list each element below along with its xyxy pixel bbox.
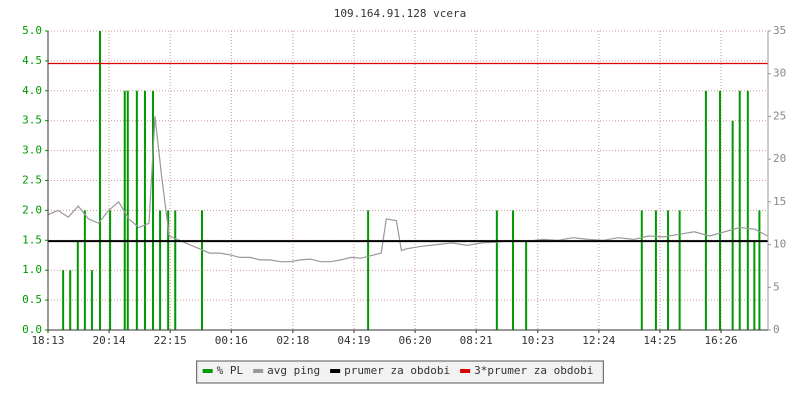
x-tick-label: 20:14: [93, 334, 126, 347]
y2-tick-label: 25: [773, 109, 786, 122]
x-tick-label: 10:23: [521, 334, 554, 347]
x-tick-label: 12:24: [582, 334, 615, 347]
y2-tick-label: 30: [773, 67, 786, 80]
pl-spike: [512, 210, 515, 330]
y-tick-label: 3.0: [22, 144, 42, 157]
pl-spike: [367, 210, 370, 330]
y-tick-label: 5.0: [22, 24, 42, 37]
y-tick-label: 0.0: [22, 323, 42, 336]
pl-spike: [167, 210, 170, 330]
pl-spike: [746, 90, 749, 330]
legend-swatch: [202, 369, 213, 373]
pl-spike: [731, 120, 734, 330]
legend-swatch: [330, 369, 341, 373]
y2-tick-label: 10: [773, 238, 786, 251]
pl-spike: [69, 270, 72, 330]
y-tick-label: 2.5: [22, 174, 42, 187]
pl-spike: [62, 270, 65, 330]
y2-tick-label: 35: [773, 24, 786, 37]
x-tick-label: 02:18: [276, 334, 309, 347]
x-tick-label: 06:20: [399, 334, 432, 347]
pl-spike: [495, 210, 498, 330]
legend-label: % PL: [217, 364, 244, 377]
y-tick-label: 2.0: [22, 203, 42, 216]
legend-swatch: [253, 369, 264, 373]
pl-spike: [704, 90, 707, 330]
x-tick-label: 18:13: [31, 334, 64, 347]
pl-spike: [99, 31, 102, 330]
y2-tick-label: 5: [773, 280, 780, 293]
y-tick-label: 1.0: [22, 263, 42, 276]
legend-label: 3*prumer za obdobi: [474, 364, 593, 377]
pl-spike: [159, 210, 162, 330]
pl-spike: [678, 210, 681, 330]
pl-spike: [174, 210, 177, 330]
y2-tick-label: 20: [773, 152, 786, 165]
ping-line: [47, 116, 768, 263]
pl-spike: [758, 210, 761, 330]
pl-spike: [109, 210, 112, 330]
pl-spike: [152, 90, 155, 330]
y-tick-label: 4.5: [22, 54, 42, 67]
pl-spike: [640, 210, 643, 330]
y2-tick-label: 15: [773, 195, 786, 208]
x-tick-label: 14:25: [643, 334, 676, 347]
x-tick-label: 08:21: [460, 334, 493, 347]
pl-spike: [83, 210, 86, 330]
legend-label: prumer za obdobi: [344, 364, 450, 377]
pl-spike: [76, 240, 79, 330]
legend-swatch: [460, 369, 471, 373]
y2-tick-label: 0: [773, 323, 780, 336]
x-tick-label: 04:19: [337, 334, 370, 347]
pl-spike: [525, 240, 528, 330]
pl-spike: [667, 210, 670, 330]
y-tick-label: 3.5: [22, 114, 42, 127]
pl-spike: [738, 90, 741, 330]
pl-spike: [143, 90, 146, 330]
y-tick-label: 1.5: [22, 233, 42, 246]
pl-spike: [654, 210, 657, 330]
legend: % PL avg ping prumer za obdobi 3*prumer za …: [196, 360, 604, 384]
legend-box: [196, 360, 604, 384]
y-tick-label: 4.0: [22, 84, 42, 97]
y-tick-label: 0.5: [22, 293, 42, 306]
pl-spike: [753, 240, 756, 330]
pl-spike: [126, 90, 129, 330]
legend-label: avg ping: [267, 364, 320, 377]
x-tick-label: 16:26: [704, 334, 737, 347]
x-tick-label: 22:15: [154, 334, 187, 347]
chart-title: 109.164.91.128 vcera: [334, 7, 466, 20]
x-tick-label: 00:16: [215, 334, 248, 347]
pl-spike: [123, 90, 126, 330]
pl-spike: [135, 90, 138, 330]
pl-spike: [200, 210, 203, 330]
pl-spike: [90, 270, 93, 330]
pl-spike: [719, 90, 722, 330]
